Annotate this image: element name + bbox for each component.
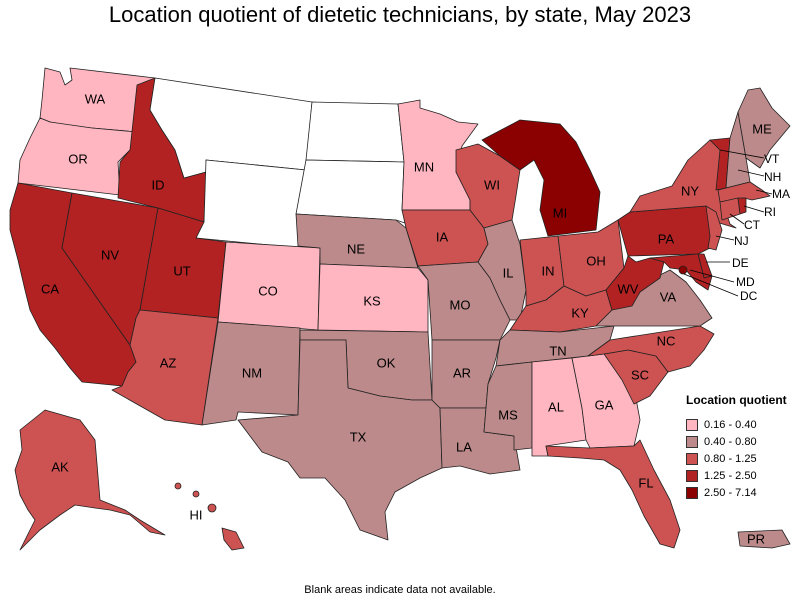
label-me: ME [752, 121, 772, 136]
label-sc: SC [631, 367, 649, 382]
label-ok: OK [377, 355, 396, 370]
state-ky[interactable] [509, 285, 613, 333]
label-de: DE [732, 256, 749, 270]
label-ca: CA [41, 281, 59, 296]
label-md: MD [736, 275, 755, 289]
label-ri: RI [764, 205, 776, 219]
label-ne: NE [347, 241, 365, 256]
label-ky: KY [571, 305, 589, 320]
legend-item: 0.40 - 0.80 [686, 434, 796, 450]
label-ma: MA [772, 187, 790, 201]
label-ms: MS [498, 407, 518, 422]
legend-swatch [686, 487, 698, 499]
legend-label: 0.16 - 0.40 [704, 419, 757, 431]
leader-lines [683, 149, 773, 297]
state-ct[interactable] [719, 197, 741, 221]
label-wa: WA [85, 91, 106, 106]
label-fl: FL [638, 475, 653, 490]
label-nh: NH [764, 170, 781, 184]
label-pr: PR [747, 531, 765, 546]
state-me[interactable] [737, 87, 791, 169]
label-ny: NY [681, 183, 699, 198]
label-dc: DC [740, 289, 758, 303]
legend-swatch [686, 419, 698, 431]
state-nd[interactable] [305, 101, 405, 163]
label-ct: CT [744, 218, 761, 232]
label-pa: PA [658, 231, 675, 246]
state-hi[interactable] [221, 527, 245, 551]
label-oh: OH [586, 253, 606, 268]
state-wy[interactable] [195, 159, 307, 249]
label-ak: AK [51, 459, 69, 474]
state-pr[interactable] [737, 529, 791, 549]
state-ak[interactable] [14, 409, 166, 551]
footnote: Blank areas indicate data not available. [304, 584, 496, 596]
state-sd[interactable] [295, 159, 409, 225]
label-ia: IA [436, 229, 449, 244]
label-az: AZ [160, 355, 177, 370]
state-fl[interactable] [545, 439, 681, 549]
legend-item: 2.50 - 7.14 [686, 485, 796, 501]
legend-title: Location quotient [686, 393, 787, 407]
state-nm[interactable] [201, 321, 301, 426]
legend-label: 0.40 - 0.80 [704, 436, 757, 448]
legend-label: 2.50 - 7.14 [704, 487, 757, 499]
state-ri[interactable] [737, 197, 747, 215]
label-co: CO [258, 283, 278, 298]
label-nm: NM [242, 365, 262, 380]
label-vt: VT [764, 152, 780, 166]
legend-item: 1.25 - 2.50 [686, 468, 796, 484]
hawaii-island-oahu[interactable] [192, 490, 200, 498]
legend-label: 0.80 - 1.25 [704, 453, 757, 465]
label-wv: WV [618, 281, 639, 296]
label-il: IL [503, 265, 514, 280]
label-wi: WI [484, 177, 500, 192]
label-va: VA [660, 289, 677, 304]
label-al: AL [548, 399, 564, 414]
label-in: IN [542, 263, 555, 278]
state-or[interactable] [17, 117, 138, 196]
legend-swatch [686, 470, 698, 482]
state-nc[interactable] [587, 325, 715, 373]
state-md[interactable] [649, 253, 713, 291]
state-tx[interactable] [237, 339, 443, 541]
label-ar: AR [453, 365, 471, 380]
label-or: OR [68, 151, 88, 166]
label-tn: TN [549, 343, 566, 358]
legend-swatch [686, 453, 698, 465]
legend-item: 0.16 - 0.40 [686, 417, 796, 433]
state-ks[interactable] [317, 263, 429, 333]
state-mi[interactable] [481, 119, 601, 237]
hawaii-island-maui[interactable] [207, 503, 217, 513]
label-ga: GA [595, 397, 614, 412]
state-nj[interactable] [705, 205, 723, 251]
label-tx: TX [350, 429, 367, 444]
label-ut: UT [173, 263, 190, 278]
label-mi: MI [553, 205, 567, 220]
legend-item: 0.80 - 1.25 [686, 451, 796, 467]
label-nj: NJ [734, 234, 749, 248]
map-title: Location quotient of dietetic technician… [108, 2, 692, 27]
label-nc: NC [657, 333, 676, 348]
label-ks: KS [363, 293, 381, 308]
label-id: ID [152, 177, 165, 192]
label-mn: MN [414, 159, 434, 174]
state-dc[interactable] [678, 265, 688, 275]
label-hi: HI [190, 507, 203, 522]
label-nv: NV [101, 247, 119, 262]
label-la: LA [456, 439, 472, 454]
legend-label: 1.25 - 2.50 [704, 470, 757, 482]
state-il[interactable] [477, 219, 527, 321]
legend: Location quotient 0.16 - 0.40 0.40 - 0.8… [686, 393, 796, 502]
hawaii-island-kauai[interactable] [174, 482, 182, 490]
legend-swatch [686, 436, 698, 448]
label-mo: MO [450, 297, 471, 312]
